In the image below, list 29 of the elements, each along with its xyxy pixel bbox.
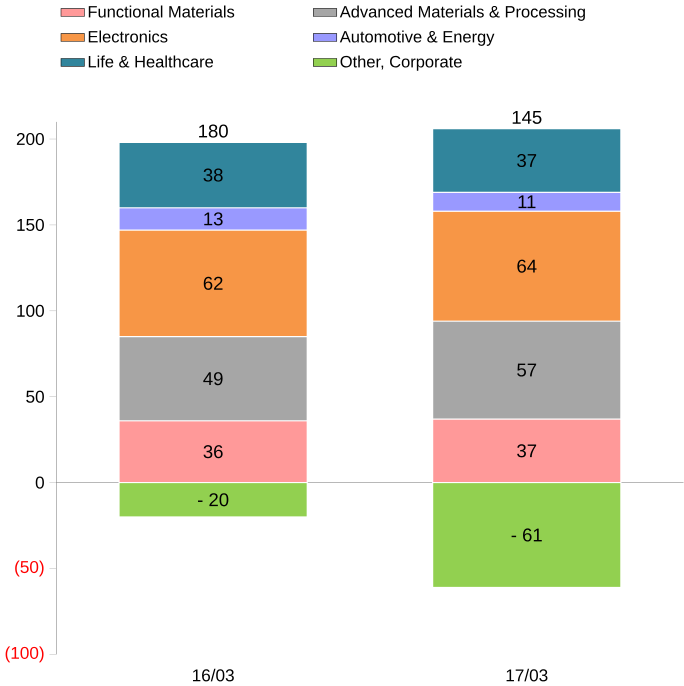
data-label: 38 — [204, 168, 223, 182]
y-tick-label: 150 — [17, 218, 44, 231]
legend-label: Life & Healthcare — [88, 55, 214, 68]
legend-label: Advanced Materials & Processing — [340, 5, 586, 21]
legend-label: Electronics — [88, 30, 168, 43]
x-tick-label: 17/03 — [506, 668, 548, 682]
y-tick-label: 50 — [26, 390, 44, 403]
y-tick-label: 200 — [16, 132, 44, 146]
legend-label: Automotive & Energy — [340, 30, 495, 46]
y-tick-label: (50) — [15, 560, 44, 576]
data-label: 37 — [517, 154, 536, 168]
data-label: 57 — [517, 364, 536, 377]
total-label: 145 — [512, 110, 542, 124]
y-tick-label: 100 — [17, 304, 44, 317]
data-label: - 20 — [198, 493, 228, 506]
data-label: 36 — [204, 445, 223, 458]
total-label: 180 — [199, 124, 228, 138]
legend-label: Other, Corporate — [340, 55, 462, 71]
data-label: 13 — [204, 212, 223, 226]
data-label: 37 — [517, 444, 536, 458]
data-label: 11 — [518, 195, 536, 208]
data-label: 49 — [203, 372, 223, 386]
data-label: 62 — [204, 276, 223, 290]
data-label: - 61 — [512, 528, 542, 542]
y-tick-label: 0 — [36, 476, 44, 489]
data-label: 64 — [517, 260, 537, 273]
x-tick-label: 16/03 — [193, 668, 234, 682]
y-tick-label: (100) — [6, 646, 44, 662]
legend-label: Functional Materials — [88, 5, 234, 18]
